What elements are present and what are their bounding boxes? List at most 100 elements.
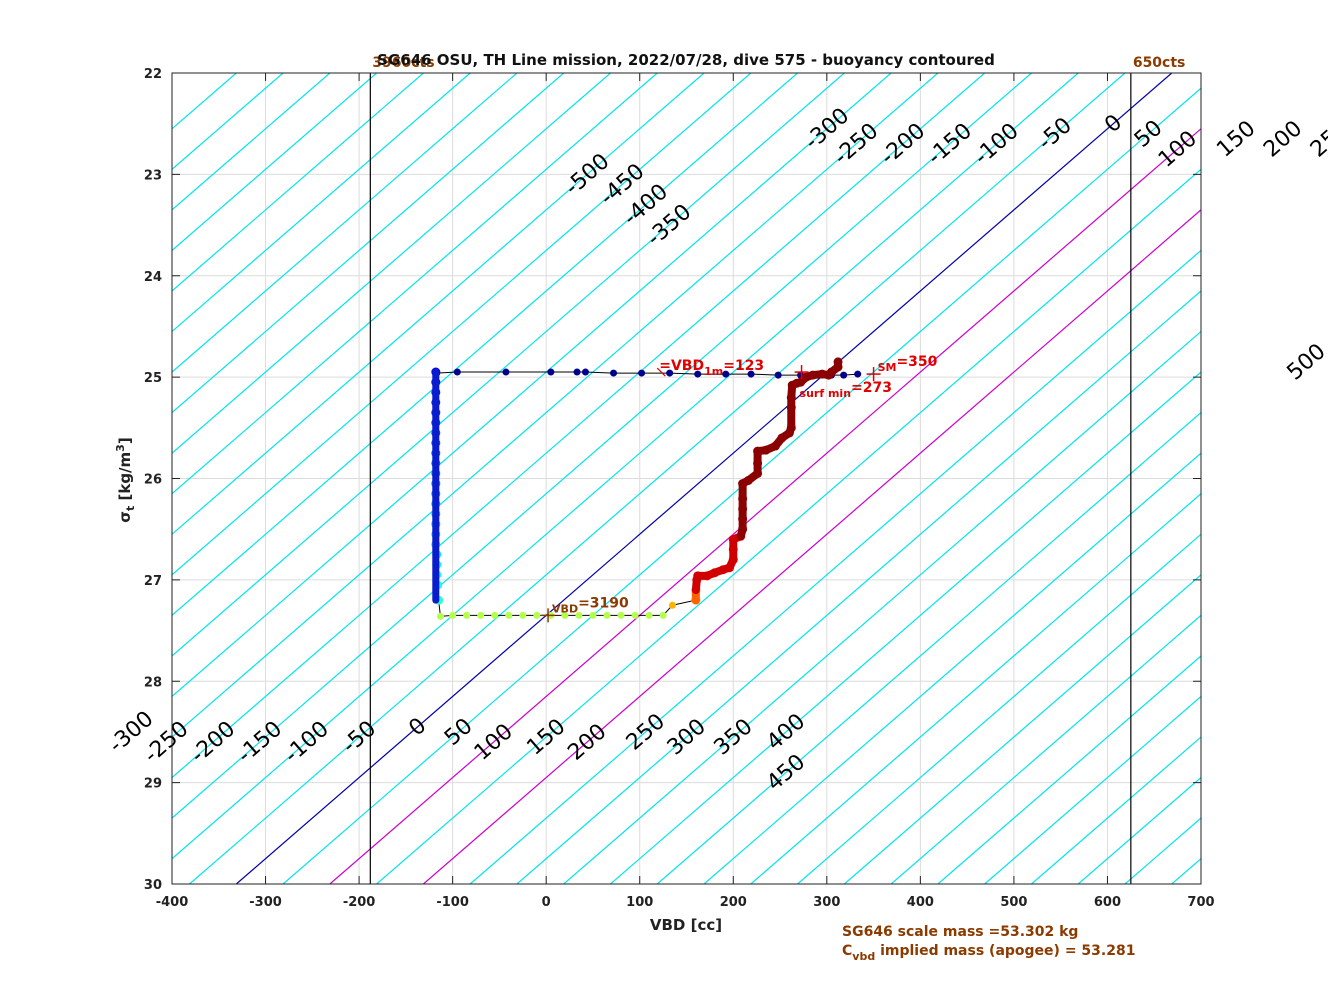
contour-line <box>172 73 471 333</box>
contour-line <box>172 73 1079 860</box>
y-axis-label: σt [kg/m3] <box>114 437 137 522</box>
marker-label-sub: VBD <box>552 602 578 615</box>
contour-line <box>172 73 892 698</box>
y-tick-label: 24 <box>144 270 162 285</box>
count-limit-label: 3960cts <box>372 55 434 71</box>
contour-label-top: -200 <box>876 119 930 171</box>
contour-label-bottom: 400 <box>762 709 810 755</box>
surface-point <box>694 370 702 378</box>
x-tick-label: 700 <box>1187 895 1214 910</box>
contour-line <box>890 614 1201 884</box>
y-tick-label: 22 <box>144 67 162 82</box>
surface-point <box>747 370 755 378</box>
surface-point <box>610 369 618 377</box>
contour-line <box>656 411 1201 884</box>
contour-label-top: 0 <box>1100 110 1127 138</box>
contour-label-bottom: -150 <box>233 717 287 769</box>
y-tick-label: 30 <box>144 878 162 893</box>
contour-line <box>172 73 986 779</box>
contour-line <box>937 655 1201 884</box>
apogee-point <box>477 611 485 619</box>
apogee-point <box>589 611 597 619</box>
x-tick-label: 100 <box>626 895 653 910</box>
x-tick-label: 300 <box>813 895 840 910</box>
contour-line <box>172 73 331 211</box>
y-tick-label: 25 <box>144 371 162 386</box>
contour-label-bottom: 450 <box>762 750 810 796</box>
footer-scale-mass-main: SG646 scale mass =53.302 kg <box>842 924 1078 940</box>
contour-line <box>984 695 1201 884</box>
contour-line <box>172 73 518 373</box>
marker-label: surf min=273 <box>800 380 892 400</box>
x-tick-label: 0 <box>542 895 551 910</box>
chart-title: SG646 OSU, TH Line mission, 2022/07/28, … <box>377 51 995 69</box>
count-limit-label: 650cts <box>1133 55 1186 71</box>
contour-line <box>1219 73 1328 884</box>
buoyancy-contours <box>172 73 1328 884</box>
vbd-1m-label-suffix: =123 <box>723 358 764 374</box>
apogee-point <box>645 611 653 619</box>
contour-label-bottom: 200 <box>563 719 611 765</box>
apogee-point <box>659 611 667 619</box>
contour-line <box>563 330 1201 884</box>
contour-line <box>1031 736 1201 884</box>
y-tick-label: 27 <box>144 574 162 589</box>
x-tick-label: -300 <box>249 895 282 910</box>
contour-line <box>610 371 1201 884</box>
contour-label-top: 500 <box>1283 339 1328 385</box>
contour-line <box>172 73 752 576</box>
contour-line <box>376 168 1201 884</box>
x-tick-label: -100 <box>436 895 469 910</box>
apogee-point <box>519 611 527 619</box>
vbd-1m-label-main: =VBD <box>659 358 704 374</box>
marker-label: VBD=3190 <box>552 595 629 615</box>
x-tick-label: -200 <box>343 895 376 910</box>
contour-line <box>172 73 939 738</box>
apogee-point <box>668 601 676 609</box>
marker-label-suffix: =350 <box>896 354 937 370</box>
y-tick-label: 23 <box>144 168 162 183</box>
contour-line <box>423 209 1201 884</box>
contour-label-top: 150 <box>1212 116 1260 162</box>
contour-line <box>750 492 1201 884</box>
surface-point <box>840 371 848 379</box>
marker-label-sub: SM <box>878 361 897 374</box>
contour-line <box>172 73 565 414</box>
contour-line <box>1265 73 1328 884</box>
contour-label-bottom: 350 <box>710 714 758 760</box>
grid <box>171 72 1202 885</box>
footer-implied-mass: Cvbd implied mass (apogee) = 53.281 <box>842 943 1135 963</box>
footer-implied-mass-suffix: implied mass (apogee) = 53.281 <box>875 943 1135 959</box>
marker-label: SM=350 <box>878 354 938 374</box>
contour-label-bottom: 250 <box>622 709 670 755</box>
apogee-point <box>491 611 499 619</box>
marker-label-suffix: =3190 <box>578 595 629 611</box>
contour-line <box>172 73 658 495</box>
apogee-point <box>617 611 625 619</box>
surface-point <box>453 368 461 376</box>
contour-line <box>172 73 705 536</box>
contour-label-bottom: -100 <box>280 717 334 769</box>
contour-label-bottom: 0 <box>404 713 431 741</box>
footer-notes: SG646 scale mass =53.302 kg Cvbd implied … <box>842 924 1135 963</box>
contour-label-bottom: -200 <box>186 717 240 769</box>
y-tick-label: 28 <box>144 675 162 690</box>
surface-point <box>638 369 646 377</box>
surface-point <box>722 370 730 378</box>
x-tick-label: -400 <box>156 895 189 910</box>
contour-line <box>172 73 845 657</box>
apogee-point <box>603 611 611 619</box>
surface-point <box>547 368 555 376</box>
contour-line <box>329 127 1201 884</box>
surface-point <box>774 371 782 379</box>
y-tick-label: 26 <box>144 473 162 488</box>
data-series <box>431 357 862 620</box>
contour-label-top: 200 <box>1259 116 1307 162</box>
vbd-1m-label: =VBD1m=123 <box>659 358 764 378</box>
contour-line <box>469 249 1201 884</box>
contour-line <box>797 533 1201 884</box>
contour-label-bottom: 150 <box>522 714 570 760</box>
contour-label-top: -50 <box>1033 113 1077 155</box>
contour-line <box>189 73 1126 884</box>
